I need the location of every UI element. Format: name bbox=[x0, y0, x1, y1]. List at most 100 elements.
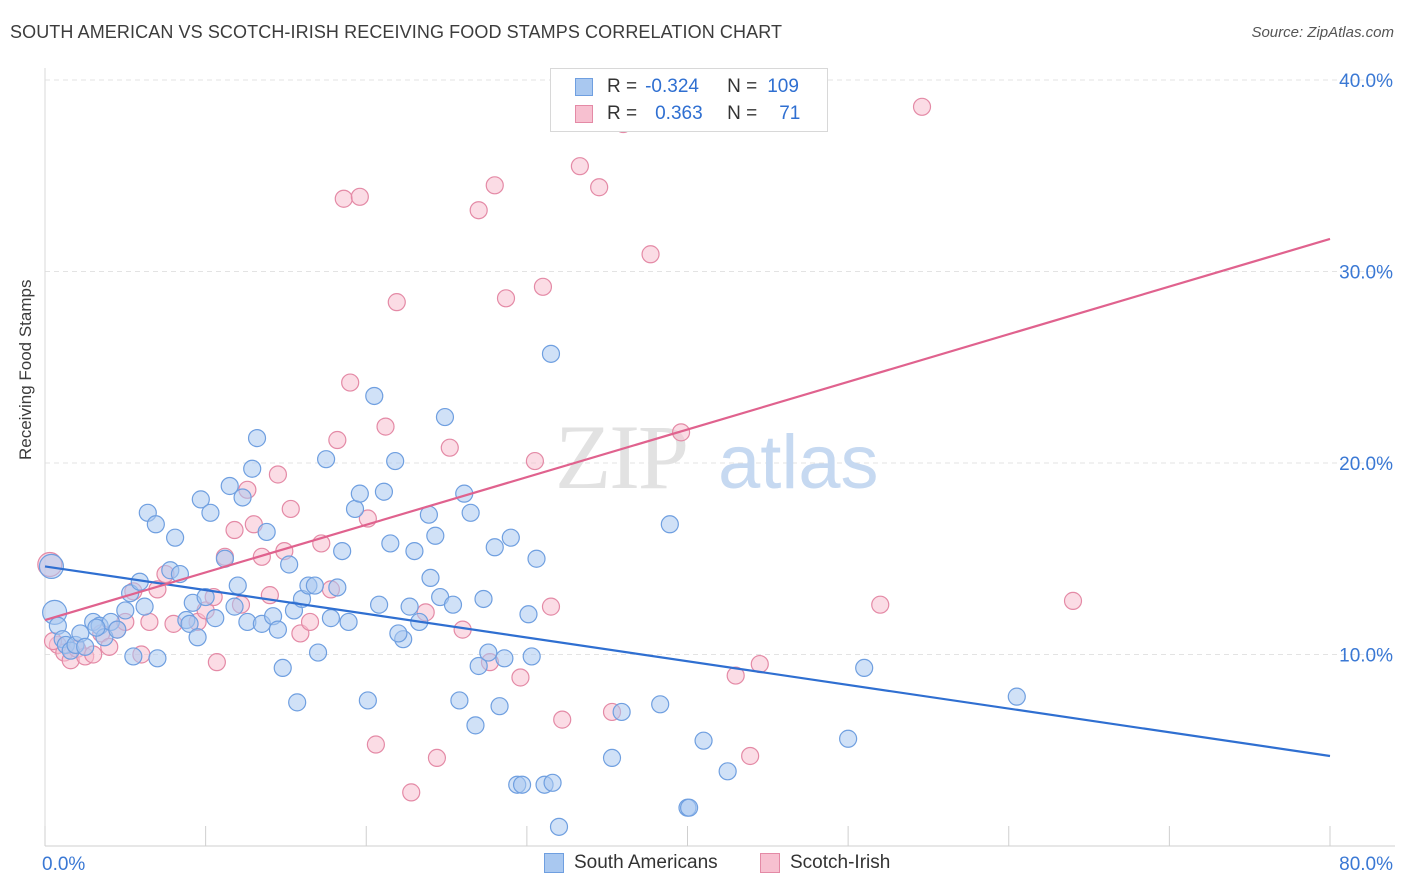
south-american-point bbox=[116, 601, 135, 620]
south-american-point bbox=[370, 595, 389, 614]
legend-n-value-blue: 109 bbox=[767, 76, 799, 97]
scotch-irish-point bbox=[440, 438, 459, 457]
south-american-point bbox=[196, 587, 215, 607]
south-american-point bbox=[426, 526, 445, 545]
chart-title: SOUTH AMERICAN VS SCOTCH-IRISH RECEIVING… bbox=[10, 22, 783, 42]
scotch-irish-point bbox=[341, 373, 360, 392]
south-american-point bbox=[694, 731, 713, 750]
south-american-point bbox=[148, 649, 167, 668]
scotch-irish-point bbox=[300, 612, 320, 632]
x-tick-label-max: 80.0% bbox=[1339, 854, 1393, 875]
scotch-irish-point bbox=[268, 465, 288, 484]
south-american-point bbox=[405, 541, 424, 561]
series-label-south-americans: South Americans bbox=[574, 852, 718, 873]
south-american-point bbox=[839, 729, 858, 748]
south-american-point bbox=[350, 484, 369, 503]
x-tick-label-min: 0.0% bbox=[42, 854, 85, 875]
south-american-point bbox=[305, 576, 324, 595]
scotch-irish-point bbox=[1063, 591, 1083, 610]
scotch-irish-point bbox=[590, 178, 609, 197]
south-american-point bbox=[201, 503, 220, 522]
south-american-point bbox=[474, 589, 493, 609]
scotch-irish-point bbox=[912, 97, 932, 116]
series-swatch-pink bbox=[760, 853, 780, 873]
south-american-point bbox=[450, 691, 469, 710]
axes bbox=[44, 68, 1395, 847]
south-american-point bbox=[855, 658, 874, 678]
south-american-point bbox=[461, 503, 480, 522]
south-american-point bbox=[191, 490, 210, 509]
south-american-point bbox=[512, 775, 532, 794]
scotch-irish-point bbox=[281, 499, 300, 519]
scotch-irish-point bbox=[387, 293, 406, 312]
south-american-point bbox=[180, 614, 199, 633]
correlation-legend: R = -0.324 N = 109 R = 0.363 N = 71 bbox=[550, 68, 828, 132]
legend-swatch-pink bbox=[575, 105, 593, 123]
y-axis-label: Receiving Food Stamps bbox=[16, 279, 35, 460]
scotch-irish-point bbox=[726, 666, 745, 685]
south-american-point bbox=[273, 658, 292, 678]
south-american-point bbox=[389, 624, 408, 643]
scotch-irish-point bbox=[350, 187, 369, 206]
south-american-trend-line bbox=[44, 565, 1331, 758]
scotch-irish-point bbox=[741, 746, 760, 766]
series-legend-scotch-irish: Scotch-Irish bbox=[760, 852, 890, 874]
scotch-irish-point bbox=[511, 668, 530, 687]
south-american-point bbox=[124, 647, 143, 666]
south-american-point bbox=[549, 817, 569, 836]
south-american-point bbox=[233, 488, 252, 507]
south-american-point bbox=[660, 515, 679, 534]
south-american-point bbox=[288, 693, 307, 712]
y-tick-label: 40.0% bbox=[1339, 71, 1393, 92]
legend-row-south-americans: R = -0.324 N = 109 bbox=[575, 75, 799, 99]
south-american-point bbox=[522, 647, 541, 666]
scotch-irish-point bbox=[469, 201, 488, 220]
legend-r-label: R = bbox=[607, 103, 638, 124]
south-american-point bbox=[602, 748, 622, 768]
south-american-point bbox=[339, 612, 358, 632]
gridlines bbox=[45, 79, 1395, 655]
south-american-point bbox=[268, 620, 288, 639]
south-american-point bbox=[228, 576, 247, 595]
south-american-point bbox=[400, 597, 419, 616]
south-american-point bbox=[527, 549, 546, 568]
south-american-point bbox=[435, 407, 455, 427]
scotch-irish-point bbox=[207, 653, 226, 672]
watermark: ZIP atlas bbox=[555, 406, 879, 508]
south-american-point bbox=[220, 476, 239, 496]
south-american-point bbox=[146, 515, 165, 534]
scotch-irish-point bbox=[570, 157, 589, 176]
south-american-point bbox=[541, 344, 561, 363]
scotch-irish-point bbox=[496, 289, 516, 308]
south-american-point bbox=[479, 643, 498, 662]
legend-n-label: N = bbox=[727, 76, 758, 97]
legend-n-label: N = bbox=[727, 103, 758, 124]
south-american-point bbox=[718, 762, 737, 781]
south-american-point bbox=[225, 597, 244, 616]
series-swatch-blue bbox=[544, 853, 564, 873]
scotch-irish-point bbox=[485, 176, 504, 195]
south-american-point bbox=[501, 528, 520, 547]
legend-r-value-blue: -0.324 bbox=[645, 76, 699, 97]
south-american-points bbox=[38, 344, 1026, 836]
south-american-point bbox=[345, 499, 365, 519]
scotch-irish-point bbox=[553, 710, 572, 729]
south-american-point bbox=[321, 609, 341, 628]
south-american-point bbox=[333, 541, 352, 561]
watermark-zip: ZIP bbox=[555, 406, 687, 508]
south-american-point bbox=[280, 555, 299, 574]
scotch-irish-point bbox=[366, 735, 385, 754]
south-american-point bbox=[206, 609, 225, 628]
scotch-irish-point bbox=[533, 277, 553, 296]
scotch-irish-point bbox=[328, 430, 347, 450]
south-american-point bbox=[247, 429, 267, 448]
series-legend-south-americans: South Americans bbox=[544, 852, 718, 874]
legend-row-scotch-irish: R = 0.363 N = 71 bbox=[575, 102, 800, 126]
south-american-point bbox=[243, 459, 262, 478]
south-american-point bbox=[485, 538, 504, 557]
watermark-atlas: atlas bbox=[718, 420, 879, 505]
scotch-irish-point bbox=[376, 417, 395, 436]
south-american-point bbox=[87, 618, 106, 637]
south-american-point bbox=[316, 450, 336, 469]
